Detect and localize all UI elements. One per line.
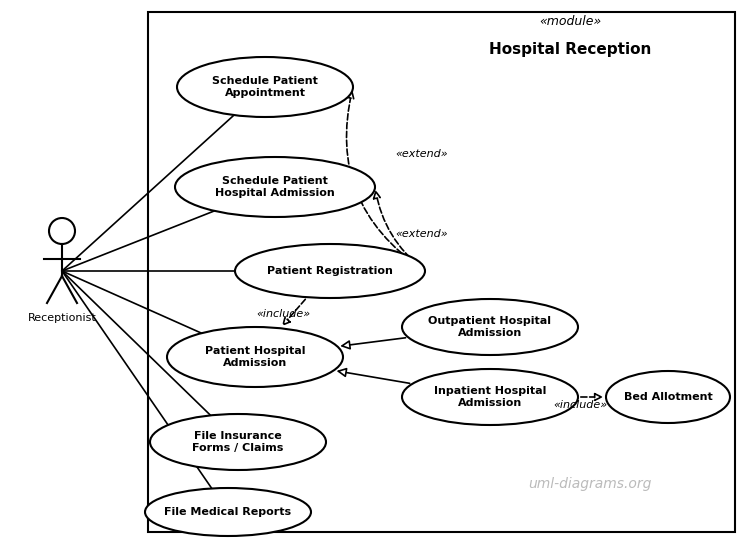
Text: Schedule Patient
Appointment: Schedule Patient Appointment [212, 76, 318, 98]
Ellipse shape [177, 57, 353, 117]
Ellipse shape [402, 299, 578, 355]
Ellipse shape [402, 369, 578, 425]
Ellipse shape [167, 327, 343, 387]
Text: «module»: «module» [538, 15, 602, 28]
Text: Hospital Reception: Hospital Reception [489, 42, 651, 57]
FancyBboxPatch shape [148, 12, 735, 532]
Text: «extend»: «extend» [396, 229, 448, 239]
Ellipse shape [145, 488, 311, 536]
Text: Schedule Patient
Hospital Admission: Schedule Patient Hospital Admission [215, 176, 334, 198]
Text: File Medical Reports: File Medical Reports [164, 507, 292, 517]
Text: Patient Hospital
Admission: Patient Hospital Admission [205, 346, 305, 368]
Text: Patient Registration: Patient Registration [267, 266, 393, 276]
Ellipse shape [175, 157, 375, 217]
Ellipse shape [235, 244, 425, 298]
Text: Outpatient Hospital
Admission: Outpatient Hospital Admission [428, 316, 551, 338]
Text: «include»: «include» [553, 400, 607, 410]
Text: Inpatient Hospital
Admission: Inpatient Hospital Admission [433, 386, 546, 408]
Text: File Insurance
Forms / Claims: File Insurance Forms / Claims [192, 431, 284, 453]
Text: Receptionist: Receptionist [28, 313, 96, 323]
Text: uml-diagrams.org: uml-diagrams.org [528, 477, 652, 491]
Ellipse shape [150, 414, 326, 470]
Text: «include»: «include» [256, 309, 310, 319]
Text: «extend»: «extend» [396, 149, 448, 159]
Text: Bed Allotment: Bed Allotment [624, 392, 712, 402]
Ellipse shape [606, 371, 730, 423]
